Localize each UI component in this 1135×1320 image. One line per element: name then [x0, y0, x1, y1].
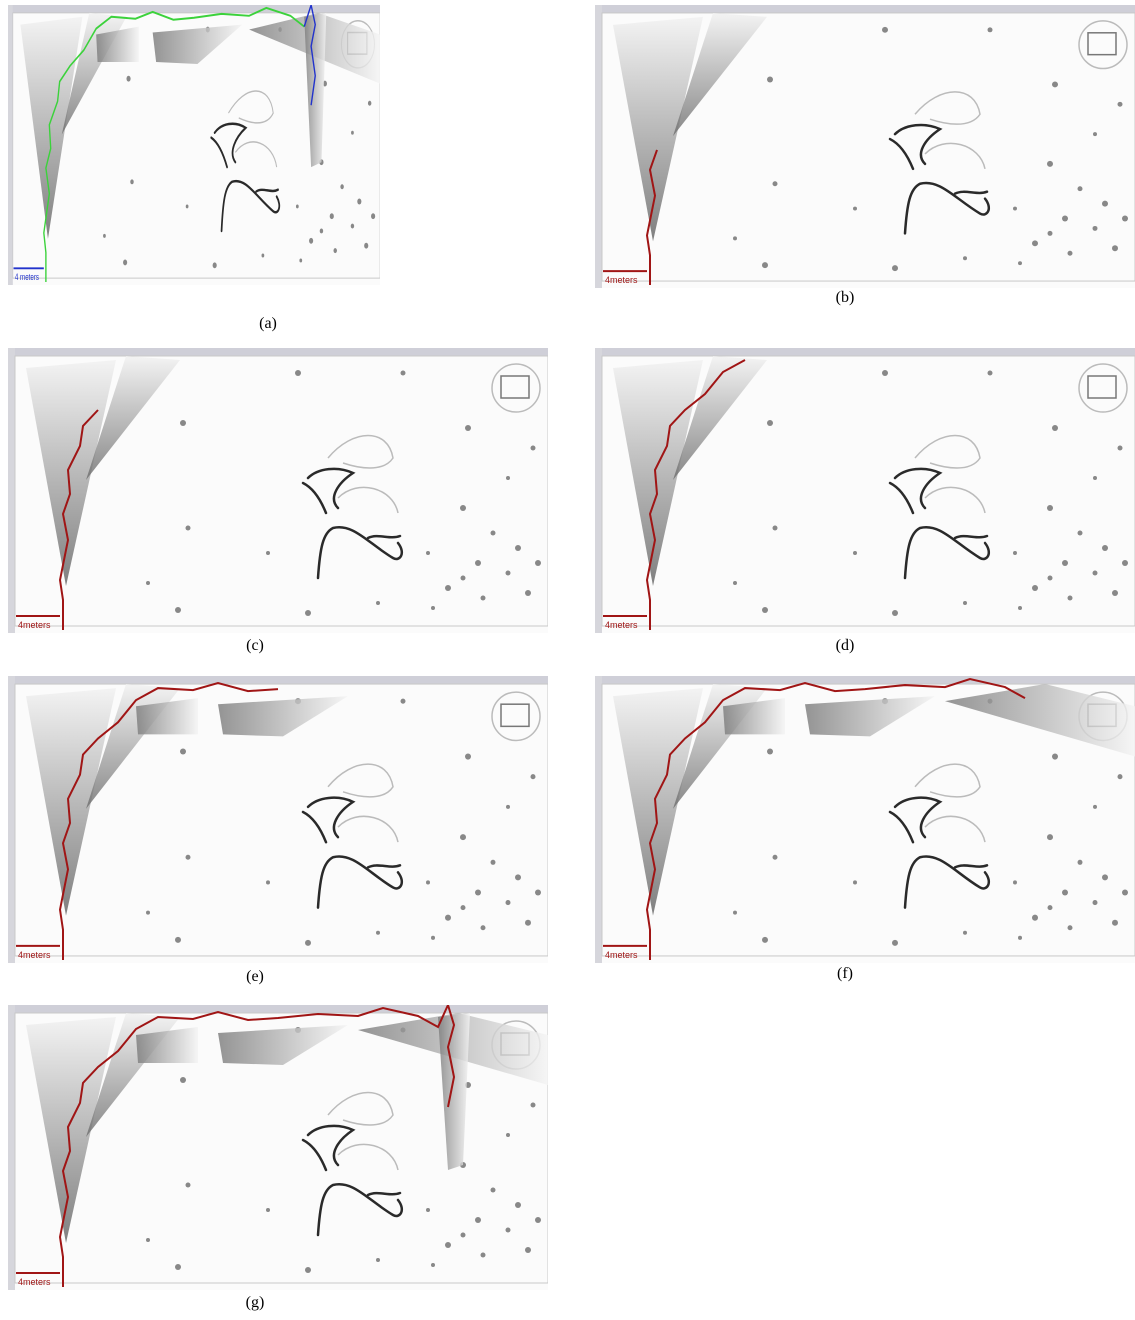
- scale-label: 4meters: [605, 950, 638, 960]
- caption: (g): [246, 1294, 265, 1312]
- map-background: [8, 348, 548, 633]
- scale-label: 4meters: [18, 950, 51, 960]
- map-panel: 4meters: [8, 1005, 548, 1290]
- map-panel: 4 meters: [8, 5, 380, 285]
- caption: (f): [837, 965, 853, 983]
- scale-label: 4meters: [605, 275, 638, 285]
- map-background: [595, 5, 1135, 288]
- map-panel: 4meters: [595, 676, 1135, 963]
- caption: (c): [246, 637, 264, 655]
- map-panel: 4meters: [8, 348, 548, 633]
- caption: (b): [836, 289, 855, 307]
- caption: (a): [259, 315, 277, 333]
- map-panel: 4meters: [595, 348, 1135, 633]
- map-panel: 4meters: [595, 5, 1135, 288]
- map-background: [595, 348, 1135, 633]
- caption: (d): [836, 637, 855, 655]
- figure: 4 meters (a) 4meters (b) 4meters (c) 4meters (d…: [0, 0, 1135, 1320]
- scale-label: 4meters: [18, 1277, 51, 1287]
- caption: (e): [246, 968, 264, 986]
- scale-label: 4meters: [18, 620, 51, 630]
- scale-label: 4meters: [605, 620, 638, 630]
- scale-label: 4 meters: [15, 272, 39, 282]
- map-panel: 4meters: [8, 676, 548, 963]
